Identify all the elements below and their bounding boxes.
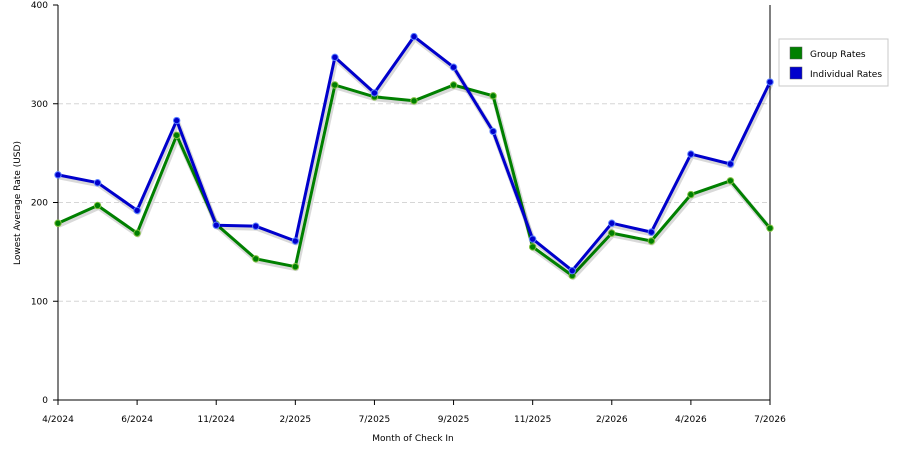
data-point-individual-rates xyxy=(766,78,774,86)
data-point-individual-rates xyxy=(489,127,497,136)
data-point-group-rates xyxy=(252,255,260,263)
x-tick-label: 7/2025 xyxy=(359,415,391,425)
y-tick-label: 300 xyxy=(31,100,48,110)
data-point-individual-rates xyxy=(370,89,379,97)
data-point-group-rates xyxy=(726,177,735,185)
y-tick-label: 100 xyxy=(31,297,48,307)
data-point-group-rates xyxy=(172,131,181,140)
data-point-individual-rates xyxy=(687,150,695,158)
data-point-group-rates xyxy=(528,243,537,251)
legend-swatch-group-rates xyxy=(789,46,803,60)
legend-label-group-rates: Group Rates xyxy=(810,50,866,60)
x-tick-label: 11/2024 xyxy=(198,415,236,425)
x-tick-label: 9/2025 xyxy=(438,415,470,425)
y-tick-labels: 0 100 200 300 400 xyxy=(31,1,48,406)
data-point-individual-rates xyxy=(331,53,339,62)
data-point-group-rates xyxy=(647,237,656,245)
series-lines xyxy=(54,32,774,281)
series-shadow-group-rates xyxy=(57,84,773,281)
x-tick-label: 2/2025 xyxy=(279,415,311,425)
data-point-group-rates xyxy=(449,81,458,89)
data-point-individual-rates xyxy=(449,63,458,71)
legend-label-individual-rates: Individual Rates xyxy=(810,70,882,80)
legend: Group Rates Individual Rates xyxy=(778,38,889,87)
data-point-group-rates xyxy=(331,81,339,89)
x-tick-labels: 4/2024 6/2024 11/2024 2/2025 7/2025 9/2025 11/… xyxy=(42,415,786,425)
x-tick-label: 7/2026 xyxy=(754,415,786,425)
data-point-individual-rates xyxy=(568,266,576,275)
x-tick-label: 11/2025 xyxy=(514,415,551,425)
x-axis-title: Month of Check In xyxy=(372,434,454,444)
grid-lines xyxy=(58,103,770,302)
axes xyxy=(53,4,771,405)
series-shadow-individual-rates xyxy=(58,36,774,276)
data-point-individual-rates xyxy=(291,237,300,245)
data-point-individual-rates xyxy=(726,160,735,168)
data-point-group-rates xyxy=(766,224,774,232)
series-line-group-rates xyxy=(57,83,772,278)
y-axis-title: Lowest Average Rate (USD) xyxy=(13,141,23,265)
data-point-individual-rates xyxy=(528,235,537,243)
y-tick-label: 400 xyxy=(31,1,48,11)
legend-swatch-individual-rates xyxy=(789,66,803,80)
data-point-group-rates xyxy=(291,262,300,271)
data-point-group-rates xyxy=(133,229,141,237)
data-point-individual-rates xyxy=(410,32,418,41)
y-tick-label: 0 xyxy=(42,396,48,406)
data-point-individual-rates xyxy=(133,206,141,215)
x-tick-label: 4/2024 xyxy=(42,415,74,425)
x-tick-label: 4/2026 xyxy=(675,415,707,425)
data-point-group-rates xyxy=(489,92,497,100)
data-point-individual-rates xyxy=(54,171,62,179)
data-point-individual-rates xyxy=(172,116,181,125)
data-point-group-rates xyxy=(93,201,102,210)
data-point-individual-rates xyxy=(608,219,616,227)
data-point-individual-rates xyxy=(93,179,102,187)
x-tick-label: 2/2026 xyxy=(596,415,628,425)
data-point-individual-rates xyxy=(212,221,220,229)
data-point-group-rates xyxy=(687,190,695,199)
data-point-group-rates xyxy=(410,97,418,105)
data-point-group-rates xyxy=(608,229,616,237)
y-tick-label: 200 xyxy=(31,199,48,209)
data-point-individual-rates xyxy=(252,222,260,230)
data-point-individual-rates xyxy=(647,228,656,236)
x-tick-label: 6/2024 xyxy=(121,415,153,425)
data-point-group-rates xyxy=(54,219,62,227)
